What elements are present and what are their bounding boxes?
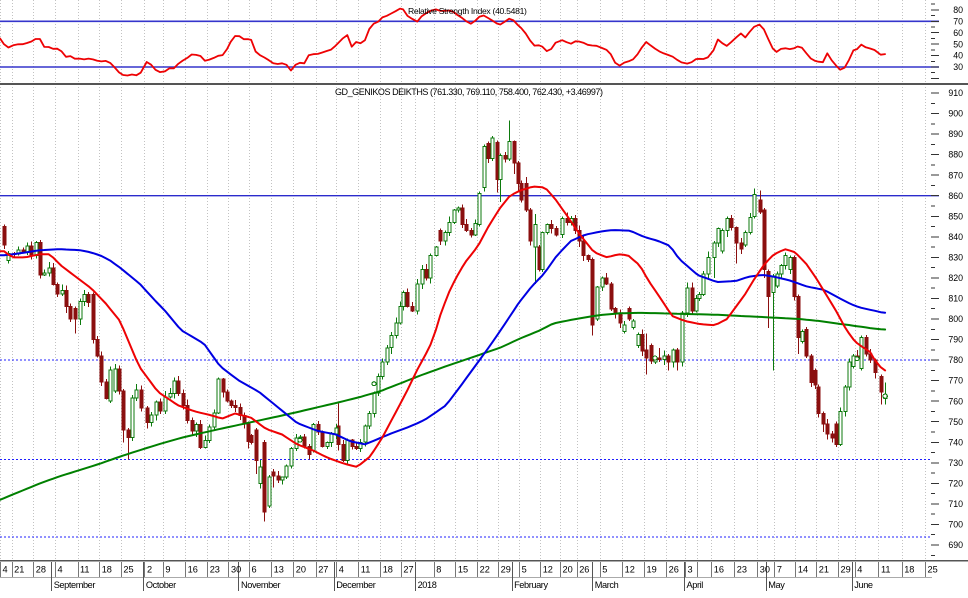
svg-text:40: 40	[953, 51, 963, 61]
svg-text:5: 5	[522, 565, 527, 575]
svg-text:February: February	[514, 580, 548, 590]
svg-text:30: 30	[953, 62, 963, 72]
svg-text:780: 780	[948, 355, 963, 365]
svg-text:850: 850	[948, 211, 963, 221]
svg-text:700: 700	[948, 520, 963, 530]
svg-text:800: 800	[948, 314, 963, 324]
svg-text:28: 28	[36, 565, 46, 575]
svg-text:18: 18	[383, 565, 393, 575]
svg-text:12: 12	[625, 565, 635, 575]
svg-text:21: 21	[819, 565, 829, 575]
svg-text:9: 9	[165, 565, 170, 575]
svg-text:22: 22	[480, 565, 490, 575]
svg-text:16: 16	[188, 565, 198, 575]
svg-text:740: 740	[948, 437, 963, 447]
svg-text:GD_GENIKOS DEIKTHS (761.330, 7: GD_GENIKOS DEIKTHS (761.330, 769.110, 75…	[335, 87, 603, 97]
svg-text:730: 730	[948, 458, 963, 468]
svg-text:4: 4	[3, 565, 8, 575]
svg-text:900: 900	[948, 109, 963, 119]
svg-text:750: 750	[948, 417, 963, 427]
svg-text:20: 20	[563, 565, 573, 575]
svg-text:2018: 2018	[418, 580, 437, 590]
svg-text:October: October	[146, 580, 176, 590]
svg-text:25: 25	[928, 565, 938, 575]
svg-text:11: 11	[881, 565, 891, 575]
svg-text:2: 2	[147, 565, 152, 575]
svg-text:720: 720	[948, 479, 963, 489]
svg-text:60: 60	[953, 28, 963, 38]
svg-text:16: 16	[714, 565, 724, 575]
svg-text:80: 80	[953, 5, 963, 15]
svg-text:June: June	[854, 580, 873, 590]
svg-text:13: 13	[274, 565, 284, 575]
svg-text:November: November	[241, 580, 281, 590]
svg-text:6: 6	[252, 565, 257, 575]
svg-text:880: 880	[948, 150, 963, 160]
svg-text:910: 910	[948, 88, 963, 98]
svg-text:3: 3	[688, 565, 693, 575]
svg-text:December: December	[336, 580, 376, 590]
svg-text:27: 27	[318, 565, 328, 575]
svg-text:890: 890	[948, 129, 963, 139]
svg-text:710: 710	[948, 499, 963, 509]
svg-text:8: 8	[436, 565, 441, 575]
svg-text:4: 4	[339, 565, 344, 575]
svg-text:690: 690	[948, 540, 963, 550]
svg-text:29: 29	[841, 565, 851, 575]
svg-text:20: 20	[296, 565, 306, 575]
svg-text:23: 23	[210, 565, 220, 575]
svg-text:September: September	[54, 580, 96, 590]
svg-text:25: 25	[123, 565, 133, 575]
svg-text:4: 4	[58, 565, 63, 575]
svg-text:820: 820	[948, 273, 963, 283]
svg-text:830: 830	[948, 253, 963, 263]
svg-text:810: 810	[948, 294, 963, 304]
svg-text:870: 870	[948, 170, 963, 180]
svg-text:29: 29	[501, 565, 511, 575]
svg-text:860: 860	[948, 191, 963, 201]
svg-text:770: 770	[948, 376, 963, 386]
svg-text:11: 11	[80, 565, 90, 575]
svg-text:760: 760	[948, 396, 963, 406]
svg-text:70: 70	[953, 16, 963, 26]
svg-text:18: 18	[102, 565, 112, 575]
svg-text:790: 790	[948, 335, 963, 345]
svg-text:30: 30	[760, 565, 770, 575]
svg-text:April: April	[687, 580, 704, 590]
svg-text:4: 4	[857, 565, 862, 575]
svg-text:30: 30	[231, 565, 241, 575]
svg-text:26: 26	[669, 565, 679, 575]
svg-text:27: 27	[403, 565, 413, 575]
svg-text:12: 12	[543, 565, 553, 575]
svg-text:May: May	[768, 580, 785, 590]
svg-text:11: 11	[361, 565, 371, 575]
svg-text:March: March	[595, 580, 619, 590]
svg-text:14: 14	[798, 565, 808, 575]
svg-text:50: 50	[953, 39, 963, 49]
svg-text:840: 840	[948, 232, 963, 242]
svg-text:Relative Strength Index (40.54: Relative Strength Index (40.5481)	[408, 6, 527, 16]
svg-text:23: 23	[737, 565, 747, 575]
svg-text:15: 15	[458, 565, 468, 575]
svg-text:7: 7	[777, 565, 782, 575]
svg-text:19: 19	[647, 565, 657, 575]
svg-text:21: 21	[14, 565, 24, 575]
svg-text:5: 5	[602, 565, 607, 575]
svg-text:18: 18	[904, 565, 914, 575]
svg-text:26: 26	[579, 565, 589, 575]
